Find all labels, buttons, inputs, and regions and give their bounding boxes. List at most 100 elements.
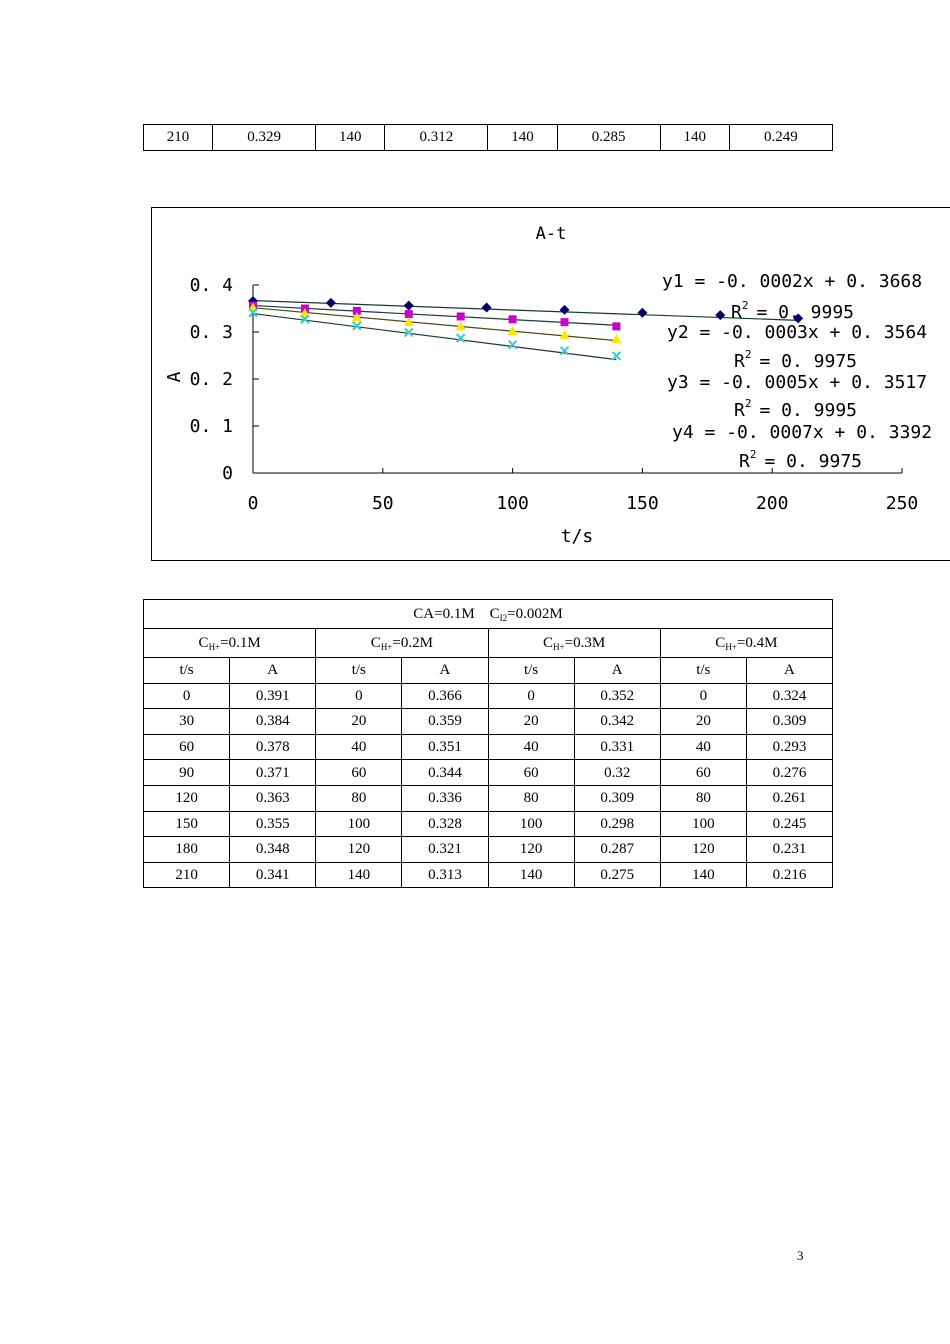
table-cell: 120 [315,836,403,863]
table-cell: 80 [487,784,575,812]
data-points [248,295,804,361]
trendlines [252,300,799,361]
table-cell: 0 [659,682,747,710]
table-cell: 0.342 [573,708,661,735]
table-cell: 140 [315,124,386,151]
regression-equation: y1 = -0. 0002x + 0. 3668 [662,271,922,292]
table-cell: 0 [487,682,575,710]
table-row: 0 0.391 0 0.366 0 0.352 0 0.324 [142,682,834,710]
table-title: CA=0.1M CI2=0.002M [143,599,833,629]
group-value: =0.3M [564,634,606,651]
r-squared-symbol: R [734,400,745,421]
x-tick-label: 150 [626,493,659,514]
r-squared-exponent: 2 [750,448,757,461]
table-cell: 140 [659,861,747,889]
table-title-c: C [489,605,500,622]
r-squared-symbol: R [734,351,745,372]
table-cell: 180 [142,836,231,863]
trendline-series-2 [252,304,617,326]
chart-axes: 0 50 100 150 200 250 0 0. 1 0. 2 0. 3 0. 4 [190,275,919,514]
table-cell: 0.366 [401,682,489,710]
r-squared-label: R2 = 0. 9995 [734,397,857,421]
group-header: CH+=0.3M [487,628,661,658]
table-cell: 0.245 [745,810,834,838]
trendline-series-3 [252,307,617,342]
table-cell: 0.344 [401,759,489,786]
table-cell: 0.384 [229,708,317,735]
table-cell: 210 [142,861,231,889]
data-point-series-2 [456,312,465,321]
table-body: 0 0.391 0 0.366 0 0.352 0 0.324 30 0.384 20 0.359 20… [142,682,834,889]
table-cell: 0.249 [728,124,834,151]
trendline-series-1 [252,300,799,321]
table-cell: 0.336 [401,784,489,812]
y-tick-label: 0. 3 [190,322,233,343]
table-row: 30 0.384 20 0.359 20 0.342 20 0.309 [142,708,834,735]
table-cell: 30 [142,708,231,735]
table-cell: 0.309 [573,784,661,812]
group-header-row: CH+=0.1M CH+=0.2M CH+=0.3M CH+=0.4M [142,628,834,658]
table-cell: 0.309 [745,708,834,735]
group-value: =0.4M [736,634,778,651]
group-header: CH+=0.4M [659,628,834,658]
data-point-series-1 [715,310,726,321]
table-cell: 0.298 [573,810,661,838]
top-data-table: 210 0.329 140 0.312 140 0.285 140 0.249 [142,124,834,151]
table-cell: 0.331 [573,733,661,761]
r-squared-value: = 0. 9995 [759,400,857,421]
data-point-series-4 [248,308,258,318]
data-point-series-1 [248,295,258,306]
data-point-series-1 [403,300,414,311]
table-cell: 0.312 [384,124,489,151]
data-point-series-4 [507,339,518,350]
table-cell: 0.328 [401,810,489,838]
group-c: C [198,634,209,651]
r-squared-symbol: R [739,451,750,472]
table-cell: 0.261 [745,784,834,812]
data-point-series-1 [793,313,804,324]
table-cell: 90 [142,759,231,786]
table-cell: 60 [659,759,747,786]
table-cell: 0.287 [573,836,661,863]
column-header: A [229,657,317,684]
y-tick-label: 0. 4 [190,275,233,296]
x-tick-label: 100 [496,493,529,514]
r-squared-label: R2 = 0. 9995 [731,299,854,323]
data-point-series-3 [507,326,518,336]
table-cell: 0.32 [573,759,661,786]
table-cell: 0.348 [229,836,317,863]
y-tick-label: 0 [222,463,233,484]
table-cell: 0.216 [745,861,834,889]
r-squared-value: = 0. 9975 [764,451,862,472]
group-sub: H+ [725,641,737,652]
x-tick-label: 50 [372,493,394,514]
r-squared-value: = 0. 9975 [759,351,857,372]
group-sub: H+ [553,641,565,652]
data-point-series-1 [637,307,648,318]
column-header: t/s [659,657,747,684]
regression-equation: y3 = -0. 0005x + 0. 3517 [667,372,927,393]
table-cell: 0.324 [745,682,834,710]
data-point-series-2 [612,322,621,331]
table-cell: 140 [487,124,558,151]
absorbance-time-chart: A-t t/s A 0 50 100 150 200 250 0 0. 1 0. 2 0. 3 0.… [151,207,950,561]
table-cell: 0.293 [745,733,834,761]
table-cell: 0.352 [573,682,661,710]
table-cell: 0.313 [401,861,489,889]
column-header: A [745,657,834,684]
table-title-sub: I2 [499,612,508,623]
data-point-series-3 [611,334,622,344]
table-cell: 60 [142,733,231,761]
regression-equation: y4 = -0. 0007x + 0. 3392 [672,422,932,443]
table-title-row: CA=0.1M CI2=0.002M [143,599,833,629]
column-header: A [573,657,661,684]
table-cell: 60 [315,759,403,786]
table-cell: 120 [659,836,747,863]
table-cell: 0.231 [745,836,834,863]
data-point-series-4 [300,314,310,325]
data-point-series-2 [404,310,413,319]
r-squared-symbol: R [731,302,742,323]
table-cell: 0.276 [745,759,834,786]
r-squared-exponent: 2 [742,299,749,312]
